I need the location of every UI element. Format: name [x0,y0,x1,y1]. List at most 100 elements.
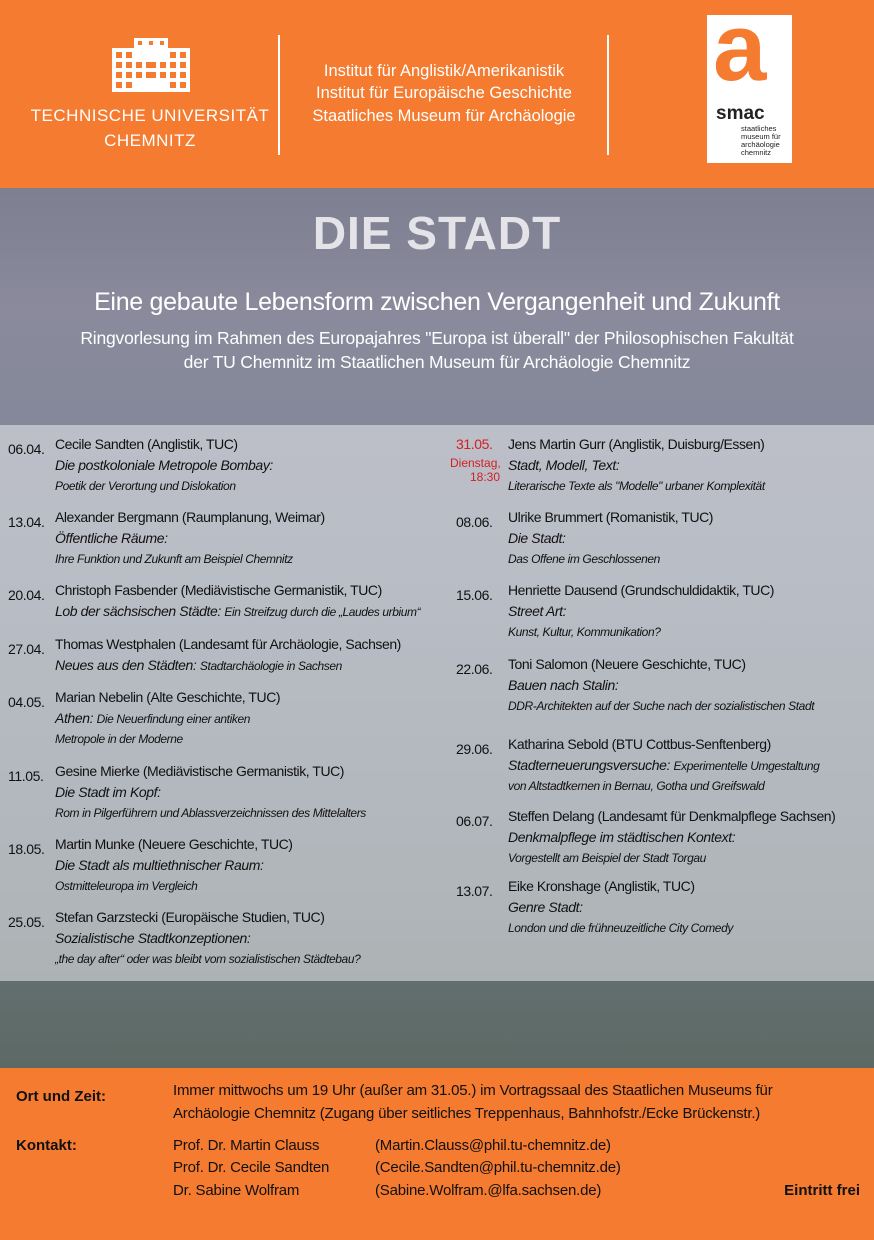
description: der TU Chemnitz im Staatlichen Museum fü… [183,352,691,372]
contact-label: Kontakt: [16,1137,77,1154]
logo-line: chemnitz [741,148,772,157]
lecture-speaker: Ulrike Brummert (Romanistik, TUC) [508,509,714,525]
lecture-note: Dienstag, [450,456,501,470]
university-name: TECHNISCHE UNIVERSITÄT [30,106,270,125]
lecture-speaker: Henriette Dausend (Grundschuldidaktik, T… [508,582,774,598]
lecture-subtitle: Vorgestellt am Beispiel der Stadt Torgau [508,851,706,865]
lecture-title-line: London und die frühneuzeitliche City Com… [508,919,733,935]
institute: Institut für Europäische Geschichte [316,84,572,102]
lecture-subtitle: Rom in Pilgerführern und Ablassverzeichn… [55,806,366,820]
lecture-subtitle: Ostmitteleuropa im Vergleich [55,879,198,893]
lecture-speaker: Eike Kronshage (Anglistik, TUC) [508,878,695,894]
lecture-subtitle: Literarische Texte als "Modelle" urbaner… [508,479,765,493]
lecture-subtitle: Experimentelle Umgestaltung [673,759,820,773]
program-panel [0,425,874,981]
lecture-title-line: Die Stadt im Kopf: [55,784,161,800]
lecture-title-line: Stadt, Modell, Text: [508,457,620,473]
lecture-title-line: Die postkoloniale Metropole Bombay: [55,457,273,473]
institute: Institut für Anglistik/Amerikanistik [323,62,565,80]
admission: Eintritt frei [784,1182,860,1199]
place-label: Ort und Zeit: [16,1088,106,1105]
lecture-title-line: Genre Stadt: [508,899,583,915]
lecture-title-line: Öffentliche Räume: [55,530,168,546]
lecture-title: Stadt, Modell, Text: [508,457,620,473]
lecture-title-line: Die Stadt: [508,530,566,546]
lecture-title-line: Poetik der Verortung und Dislokation [55,477,236,493]
lecture-title-line: von Altstadtkernen in Bernau, Gotha und … [508,777,765,793]
lecture-title: Die Stadt: [508,530,566,546]
lecture-note: 18:30 [469,470,500,484]
lecture-speaker: Toni Salomon (Neuere Geschichte, TUC) [508,656,746,672]
description: Ringvorlesung im Rahmen des Europajahres… [80,328,794,348]
lecture-title-line: Street Art: [508,603,567,619]
lecture-title-line: Ostmitteleuropa im Vergleich [55,877,198,893]
contact-email: (Cecile.Sandten@phil.tu-chemnitz.de) [375,1159,621,1176]
place-text: Immer mittwochs um 19 Uhr (außer am 31.0… [173,1082,773,1099]
lecture-subtitle: Ihre Funktion und Zukunft am Beispiel Ch… [55,552,293,566]
lecture-title-line: Vorgestellt am Beispiel der Stadt Torgau [508,849,706,865]
lecture-subtitle: Das Offene im Geschlossenen [508,552,660,566]
lecture-date: 29.06. [456,741,493,757]
logo-letter: a [713,0,767,101]
lecture-date: 25.05. [8,914,45,930]
lecture-title: Genre Stadt: [508,899,583,915]
university-city: CHEMNITZ [104,131,196,150]
lecture-subtitle: „the day after“ oder was bleibt vom sozi… [55,952,361,966]
lecture-title-line: Kunst, Kultur, Kommunikation? [508,623,661,639]
logo-line: archäologie [741,140,780,149]
lecture-title: Die Stadt im Kopf: [55,784,161,800]
lecture-date: 15.06. [456,587,493,603]
contact-email: (Martin.Clauss@phil.tu-chemnitz.de) [375,1137,611,1154]
lecture-title: Athen: [55,710,94,726]
lecture-title-line: Denkmalpflege im städtischen Kontext: [508,829,736,845]
lecture-date: 22.06. [456,661,493,677]
lecture-speaker: Thomas Westphalen (Landesamt für Archäol… [55,636,401,652]
lecture-subtitle: Ein Streifzug durch die „Laudes urbium“ [224,605,421,619]
logo-lines: staatliches museum für archäologie chemn… [741,125,781,157]
lecture-title-line: Ihre Funktion und Zukunft am Beispiel Ch… [55,550,293,566]
lecture-title: Sozialistische Stadtkonzeptionen: [55,930,251,946]
lecture-speaker: Cecile Sandten (Anglistik, TUC) [55,436,238,452]
lecture-subtitle: Poetik der Verortung und Dislokation [55,479,236,493]
lecture-title-line: Lob der sächsischen Städte: Ein Streifzu… [55,603,421,619]
lecture-title: Street Art: [508,603,567,619]
institute: Staatliches Museum für Archäologie [312,107,576,125]
contact-name: Prof. Dr. Martin Clauss [173,1137,320,1154]
footer-bar [0,1068,874,1240]
lecture-title: Die Stadt als multiethnischer Raum: [55,857,264,873]
contact-name: Dr. Sabine Wolfram [173,1182,300,1199]
lecture-speaker: Katharina Sebold (BTU Cottbus-Senftenber… [508,736,771,752]
lecture-date: 04.05. [8,694,45,710]
lecture-title-line: Rom in Pilgerführern und Ablassverzeichn… [55,804,366,820]
lecture-subtitle: London und die frühneuzeitliche City Com… [508,921,733,935]
lecture-speaker: Jens Martin Gurr (Anglistik, Duisburg/Es… [508,436,765,452]
lecture-speaker: Stefan Garzstecki (Europäische Studien, … [55,909,325,925]
lecture-title: Neues aus den Städten: [55,657,197,673]
lecture-date: 31.05. [456,436,493,452]
lecture-title: Denkmalpflege im städtischen Kontext: [508,829,736,845]
university-logo [112,38,190,92]
lecture-title: Lob der sächsischen Städte: [55,603,221,619]
lecture-title-line: Das Offene im Geschlossenen [508,550,660,566]
lecture-title-line: DDR-Architekten auf der Suche nach der s… [508,697,815,713]
logo-line: museum für [741,132,781,141]
lecture-subtitle: DDR-Architekten auf der Suche nach der s… [508,699,815,713]
lecture-subtitle: Metropole in der Moderne [55,732,183,746]
lecture-speaker: Gesine Mierke (Mediävistische Germanisti… [55,763,345,779]
lecture-title: Stadterneuerungsversuche: [508,757,670,773]
lecture-date: 13.07. [456,883,493,899]
lecture-date: 11.05. [8,768,44,784]
lecture-subtitle: von Altstadtkernen in Bernau, Gotha und … [508,779,765,793]
lecture-title: Öffentliche Räume: [55,530,168,546]
lecture-title: Die postkoloniale Metropole Bombay: [55,457,273,473]
lecture-subtitle: Kunst, Kultur, Kommunikation? [508,625,661,639]
lecture-speaker: Marian Nebelin (Alte Geschichte, TUC) [55,689,281,705]
lecture-date: 06.07. [456,813,493,829]
lecture-speaker: Martin Munke (Neuere Geschichte, TUC) [55,836,293,852]
title: DIE STADT [312,207,562,259]
logo-line: staatliches [741,124,777,133]
subtitle: Eine gebaute Lebensform zwischen Vergang… [94,288,780,316]
lecture-title-line: Literarische Texte als "Modelle" urbaner… [508,477,765,493]
lecture-title-line: Die Stadt als multiethnischer Raum: [55,857,264,873]
lecture-title-line: Stadterneuerungsversuche: Experimentelle… [508,757,820,773]
